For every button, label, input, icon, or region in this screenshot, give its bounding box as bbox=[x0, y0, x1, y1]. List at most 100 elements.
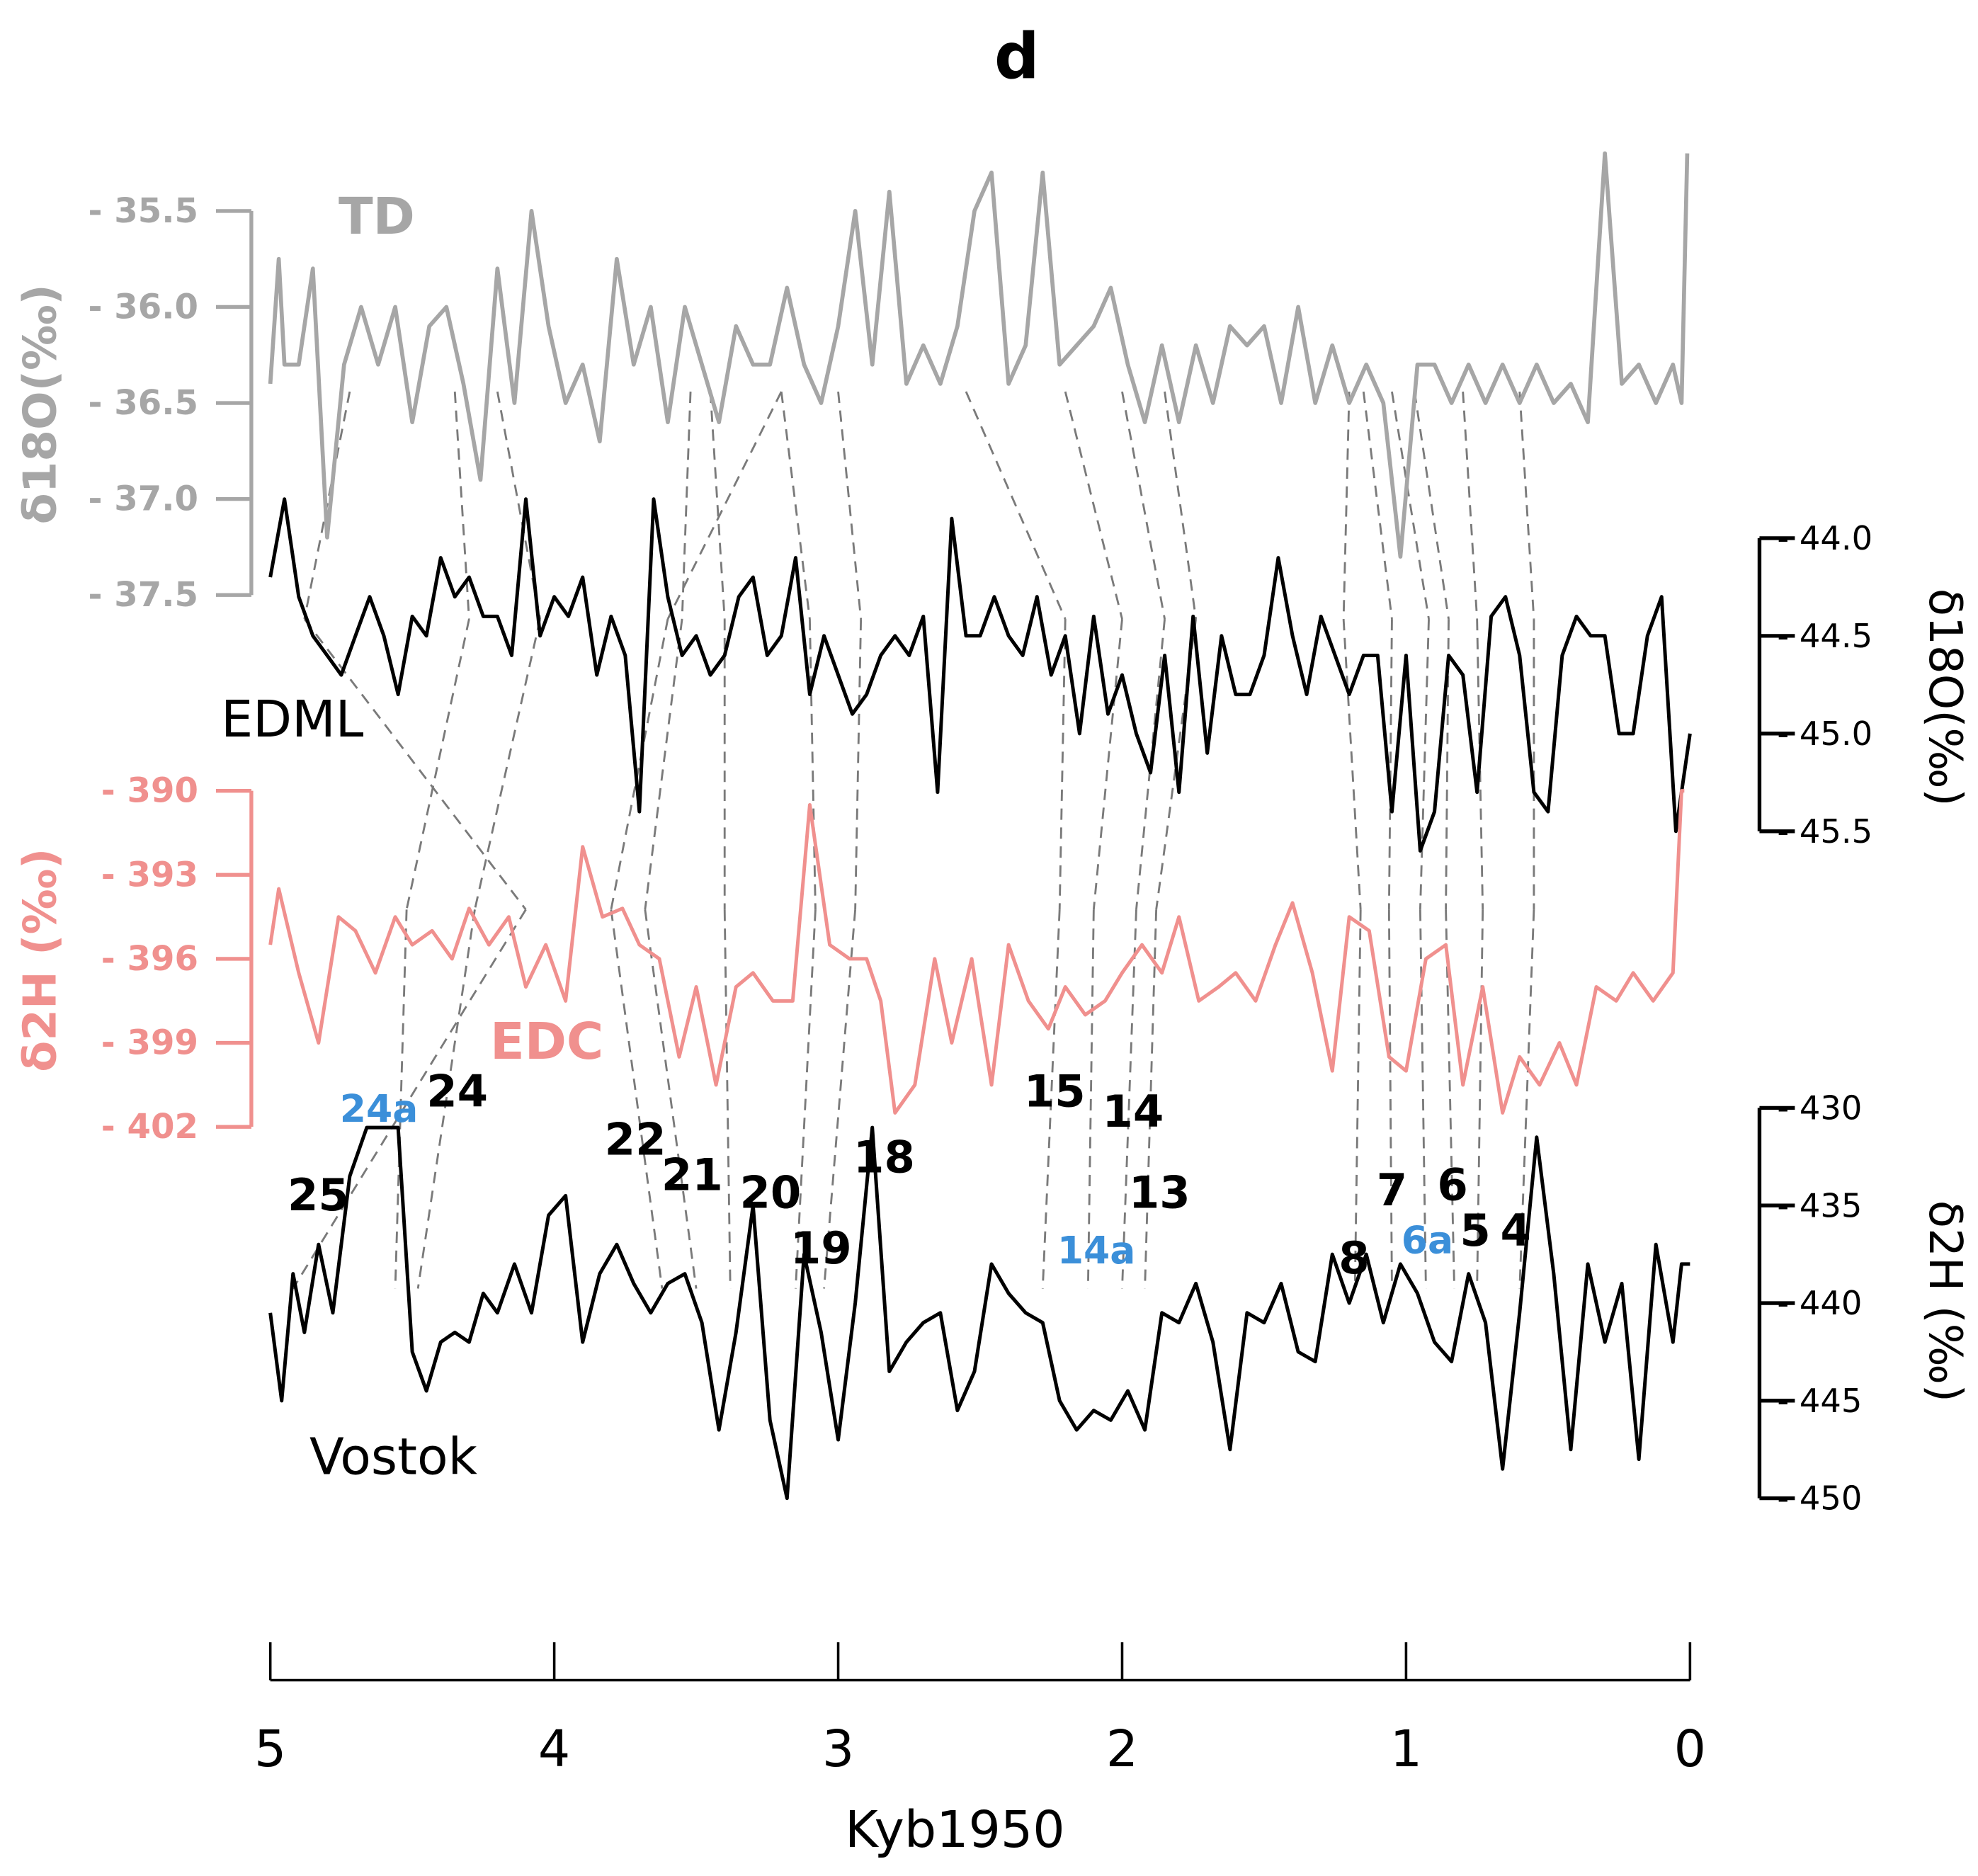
edc-y-axis-label: δ2H (‰) bbox=[13, 848, 67, 1072]
td-y-tick-label: - 37.0 bbox=[88, 479, 198, 519]
edc-y-tick-label: - 399 bbox=[101, 1023, 198, 1063]
tie-line bbox=[780, 391, 811, 620]
tie-line bbox=[474, 618, 542, 910]
edml-y-tick-label: - 45.5 bbox=[1777, 812, 1872, 851]
tie-line bbox=[666, 391, 783, 620]
vostok-y-tick-label: - 450 bbox=[1777, 1479, 1862, 1518]
event-label: 14a bbox=[1057, 1228, 1136, 1273]
td-y-tick-label: - 36.5 bbox=[88, 383, 198, 423]
x-tick-label: 2 bbox=[1106, 1719, 1138, 1778]
tie-line bbox=[405, 618, 470, 910]
tie-line bbox=[1462, 391, 1479, 620]
x-tick-label: 4 bbox=[538, 1719, 570, 1778]
tie-line bbox=[823, 909, 857, 1289]
event-label: 24a bbox=[340, 1086, 419, 1131]
td-y-tick-label: - 37.5 bbox=[88, 575, 198, 615]
series-layer bbox=[268, 151, 1692, 1501]
axes-layer: - 35.5 - 36.0 - 36.5 - 37.0 - 37.5 δ18O(‰) - 4… bbox=[13, 191, 1972, 1518]
edml-y-tick-label: - 45.0 bbox=[1777, 715, 1872, 753]
tie-line bbox=[1135, 618, 1166, 910]
x-tick-label: 5 bbox=[254, 1719, 286, 1778]
x-axis-label: Kyb1950 bbox=[845, 1800, 1065, 1859]
tie-line bbox=[1518, 909, 1535, 1289]
event-label: 22 bbox=[605, 1113, 666, 1165]
tie-line bbox=[1041, 909, 1061, 1289]
tie-line bbox=[854, 619, 863, 910]
edml-y-tick-label: - 44.0 bbox=[1777, 519, 1872, 557]
tie-line bbox=[610, 909, 664, 1289]
tie-line bbox=[1342, 391, 1351, 620]
tie-line bbox=[837, 391, 863, 620]
tie-line bbox=[1387, 909, 1393, 1289]
x-tick-label: 3 bbox=[822, 1719, 854, 1778]
tie-line bbox=[1413, 391, 1450, 620]
edml-y-tick-label: - 44.5 bbox=[1777, 617, 1872, 655]
tie-line bbox=[1058, 619, 1067, 910]
event-label: 6 bbox=[1437, 1159, 1467, 1211]
tie-line bbox=[1164, 391, 1198, 620]
tie-line bbox=[681, 391, 692, 620]
event-label: 8 bbox=[1338, 1232, 1369, 1284]
tie-line bbox=[610, 618, 669, 910]
edc-y-tick-label: - 393 bbox=[101, 855, 198, 894]
tie-line bbox=[1121, 909, 1137, 1289]
tie-line bbox=[1476, 909, 1484, 1289]
record-label-edml: EDML bbox=[221, 690, 364, 749]
vostok-y-tick-label: - 440 bbox=[1777, 1284, 1862, 1322]
x-tick-label: 1 bbox=[1390, 1719, 1422, 1778]
x-tick-label: 0 bbox=[1674, 1719, 1706, 1778]
vostok-y-tick-label: - 435 bbox=[1777, 1186, 1862, 1224]
tie-line bbox=[1144, 909, 1158, 1289]
tie-line bbox=[292, 909, 527, 1290]
tie-line bbox=[1445, 909, 1455, 1289]
tie-line bbox=[1362, 391, 1393, 620]
vostok-y-tick-label: - 430 bbox=[1777, 1088, 1862, 1127]
event-label: 18 bbox=[853, 1131, 915, 1183]
tie-line bbox=[1518, 391, 1535, 620]
tie-line bbox=[303, 618, 527, 911]
tie-line bbox=[416, 909, 476, 1289]
event-label: 15 bbox=[1024, 1066, 1086, 1118]
vostok-y-tick-label: - 445 bbox=[1777, 1382, 1862, 1420]
td-y-tick-label: - 35.5 bbox=[88, 191, 198, 231]
edml-series-line bbox=[268, 497, 1692, 853]
event-label: 7 bbox=[1377, 1164, 1407, 1216]
tie-line bbox=[1121, 391, 1166, 620]
event-label: 25 bbox=[288, 1169, 349, 1221]
event-label: 19 bbox=[790, 1222, 852, 1274]
event-label: 20 bbox=[740, 1166, 802, 1218]
tie-line bbox=[1476, 619, 1484, 910]
tie-line bbox=[1092, 618, 1123, 910]
record-label-edc: EDC bbox=[490, 1012, 603, 1071]
td-y-tick-label: - 36.0 bbox=[88, 288, 198, 327]
td-y-axis-label: δ18O(‰) bbox=[13, 284, 67, 524]
tie-line bbox=[644, 618, 683, 910]
event-label: 21 bbox=[661, 1149, 723, 1200]
chart-title: d bbox=[994, 21, 1040, 94]
record-label-td: TD bbox=[339, 187, 415, 246]
event-label: 6a bbox=[1402, 1218, 1453, 1263]
tie-line bbox=[1419, 619, 1430, 910]
tie-line bbox=[1064, 391, 1123, 620]
tie-line bbox=[965, 391, 1067, 620]
tie-line bbox=[1387, 619, 1393, 910]
vostok-series-line bbox=[268, 1125, 1690, 1501]
event-label: 5 bbox=[1460, 1205, 1490, 1256]
tie-line bbox=[1353, 909, 1362, 1289]
td-series-line bbox=[268, 151, 1690, 559]
tie-line bbox=[394, 909, 408, 1289]
tie-line bbox=[1086, 909, 1095, 1289]
edc-y-tick-label: - 402 bbox=[101, 1107, 198, 1147]
tie-line bbox=[795, 909, 817, 1289]
tie-line bbox=[808, 619, 817, 910]
edc-y-tick-label: - 390 bbox=[101, 771, 198, 811]
tie-line bbox=[723, 909, 732, 1289]
tie-line bbox=[1391, 391, 1430, 620]
edc-y-tick-label: - 396 bbox=[101, 939, 198, 979]
edc-series-line bbox=[268, 789, 1685, 1115]
vostok-y-axis-label: δ2H (‰) bbox=[1919, 1200, 1972, 1402]
edml-y-axis-label: δ18O(‰) bbox=[1919, 589, 1972, 807]
tie-line bbox=[644, 909, 698, 1289]
